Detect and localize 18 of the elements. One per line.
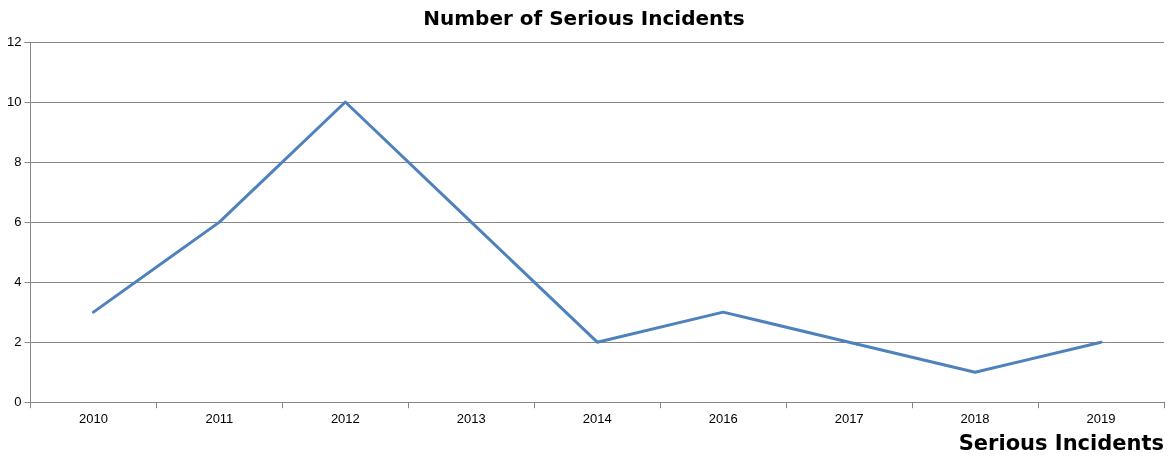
y-tick-label: 6 <box>14 213 22 229</box>
x-tick-label: 2010 <box>78 410 108 426</box>
chart-title: Number of Serious Incidents <box>423 6 745 31</box>
x-tick-label: 2018 <box>960 410 990 426</box>
y-tick-label: 8 <box>14 153 22 169</box>
y-tick-label: 4 <box>14 273 22 289</box>
x-tick-label: 2013 <box>456 410 486 426</box>
y-tick-label: 0 <box>14 393 22 409</box>
y-tick-label: 10 <box>6 93 22 109</box>
x-tick-label: 2014 <box>582 410 612 426</box>
x-tick-label: 2012 <box>330 410 360 426</box>
x-tick-label: 2011 <box>205 410 234 426</box>
x-tick-label: 2016 <box>708 410 738 426</box>
x-tick-label: 2019 <box>1086 410 1116 426</box>
y-tick-label: 12 <box>6 33 22 49</box>
y-tick-label: 2 <box>14 333 22 349</box>
x-axis-title: Serious Incidents <box>958 430 1164 455</box>
x-tick-label: 2017 <box>834 410 864 426</box>
